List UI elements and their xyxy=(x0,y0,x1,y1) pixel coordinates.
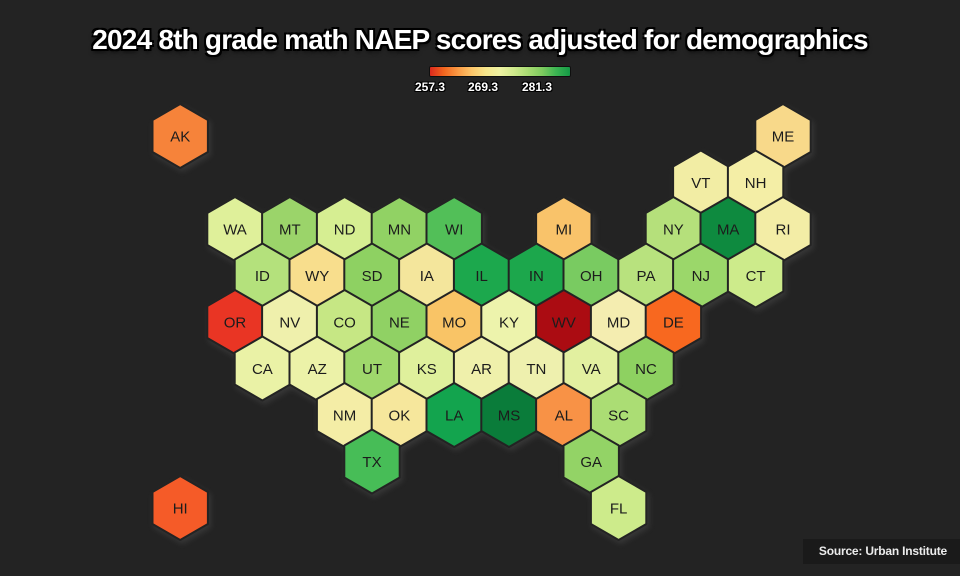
state-hex-shape[interactable] xyxy=(151,475,209,541)
state-hex-shape[interactable] xyxy=(151,103,209,169)
state-hex-shape[interactable] xyxy=(726,242,785,309)
source-credit: Source: Urban Institute xyxy=(802,539,960,564)
chart-title: 2024 8th grade math NAEP scores adjusted… xyxy=(92,24,868,55)
state-hex-shape[interactable] xyxy=(589,475,648,541)
legend-tick-mid: 269.3 xyxy=(467,80,499,94)
legend-tick-min: 257.3 xyxy=(414,80,446,94)
legend-gradient-bar xyxy=(430,67,570,76)
state-hex-shape[interactable] xyxy=(343,428,401,495)
state-hex-ak[interactable]: AK xyxy=(151,103,209,169)
state-hex-hi[interactable]: HI xyxy=(151,475,209,541)
legend-tick-max: 281.3 xyxy=(521,80,553,94)
